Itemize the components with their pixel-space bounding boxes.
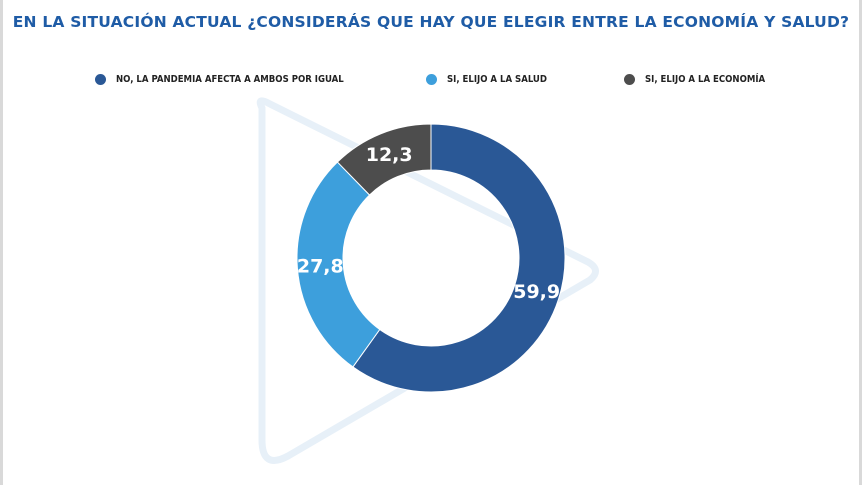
chart-legend: NO, LA PANDEMIA AFECTA A AMBOS POR IGUAL… (0, 74, 862, 94)
legend-item-salud: SI, ELIJO A LA SALUD (426, 74, 547, 85)
legend-item-ambos: NO, LA PANDEMIA AFECTA A AMBOS POR IGUAL (95, 74, 344, 85)
legend-swatch-ambos (95, 74, 106, 85)
legend-label-salud: SI, ELIJO A LA SALUD (447, 74, 547, 85)
legend-swatch-economia (624, 74, 635, 85)
chart-title: EN LA SITUACIÓN ACTUAL ¿CONSIDERÁS QUE H… (12, 13, 850, 31)
slice-economia (336, 123, 432, 196)
legend-label-economia: SI, ELIJO A LA ECONOMÍA (645, 74, 766, 85)
slice-ambos (352, 123, 566, 393)
background-watermark (256, 97, 599, 464)
slice-label-economia: 12,3 (366, 144, 413, 166)
slice-label-salud: 27,8 (297, 255, 344, 277)
slice-label-ambos: 59,9 (513, 281, 560, 303)
slice-salud (296, 161, 381, 368)
legend-item-economia: SI, ELIJO A LA ECONOMÍA (624, 74, 765, 85)
legend-swatch-salud (426, 74, 437, 85)
legend-label-ambos: NO, LA PANDEMIA AFECTA A AMBOS POR IGUAL (116, 74, 344, 85)
